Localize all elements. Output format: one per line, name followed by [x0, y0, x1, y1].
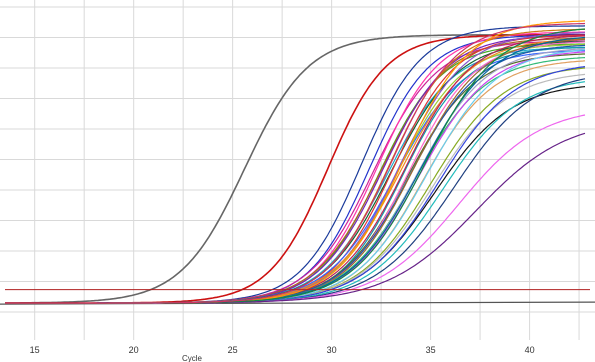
amplification-curve — [5, 33, 585, 304]
x-tick-label: 35 — [426, 345, 436, 355]
x-axis-label: Cycle — [182, 354, 203, 362]
x-axis: 15 20 25 30 35 40 — [30, 345, 535, 355]
x-tick-label: 25 — [228, 345, 238, 355]
x-tick-label: 30 — [327, 345, 337, 355]
x-tick-label: 15 — [30, 345, 40, 355]
x-tick-label: 40 — [525, 345, 535, 355]
x-tick-label: 20 — [129, 345, 139, 355]
curve-group — [0, 20, 595, 305]
